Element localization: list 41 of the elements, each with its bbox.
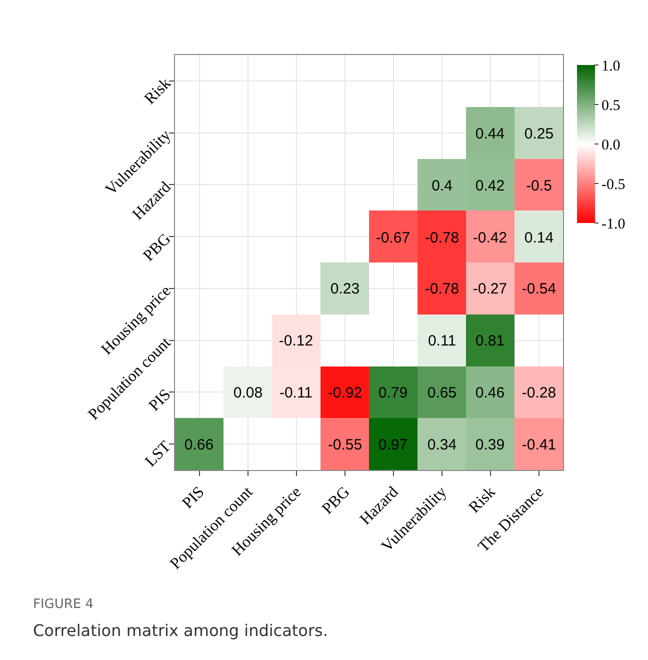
data-label: 0.14	[524, 229, 554, 246]
data-label: 0.81	[475, 332, 505, 350]
data-label: -0.28	[522, 384, 556, 402]
data-label: -0.55	[328, 436, 362, 454]
data-label: -0.54	[522, 280, 556, 298]
x-tick-label: PIS	[179, 484, 208, 512]
data-label: 0.23	[330, 280, 360, 298]
color-bar-label: -0.5	[602, 176, 626, 193]
color-bar-label: 0.0	[602, 137, 620, 154]
y-tick-label: Risk	[142, 75, 174, 108]
data-label: 0.25	[524, 125, 554, 142]
data-label: -0.5	[526, 177, 552, 194]
color-bar-label: -1.0	[602, 216, 626, 232]
data-label: -0.92	[328, 384, 362, 402]
data-label: -0.42	[472, 229, 508, 246]
data-label: 0.66	[184, 436, 214, 454]
data-label: 0.46	[475, 384, 505, 402]
data-label: -0.67	[376, 229, 410, 246]
data-label: -0.12	[278, 332, 314, 350]
color-bar-label: 1.0	[602, 58, 620, 74]
y-tick-label: PIS	[146, 386, 174, 415]
y-tick-label: LST	[142, 438, 174, 470]
data-label: 0.97	[378, 436, 408, 454]
data-label: 0.34	[427, 436, 457, 454]
text: Correlation matrix among indicators.	[33, 621, 328, 640]
data-label: 0.44	[475, 125, 505, 142]
data-label: 0.08	[233, 384, 263, 402]
data-label: 0.39	[475, 436, 505, 454]
color-bar-label: 0.5	[602, 98, 620, 114]
data-label: 0.4	[432, 177, 452, 194]
data-label: -0.41	[522, 436, 556, 454]
data-label: -0.78	[424, 280, 460, 298]
data-label: -0.78	[424, 229, 460, 246]
data-label: -0.11	[279, 384, 313, 402]
data-label: 0.42	[475, 177, 505, 194]
data-label: 0.65	[427, 384, 457, 402]
data-label: 0.11	[428, 332, 456, 350]
data-label: 0.79	[378, 384, 408, 402]
caption: FIGURE 4	[33, 597, 94, 612]
x-tick-label: Risk	[466, 484, 499, 516]
data-label: -0.27	[472, 280, 508, 298]
